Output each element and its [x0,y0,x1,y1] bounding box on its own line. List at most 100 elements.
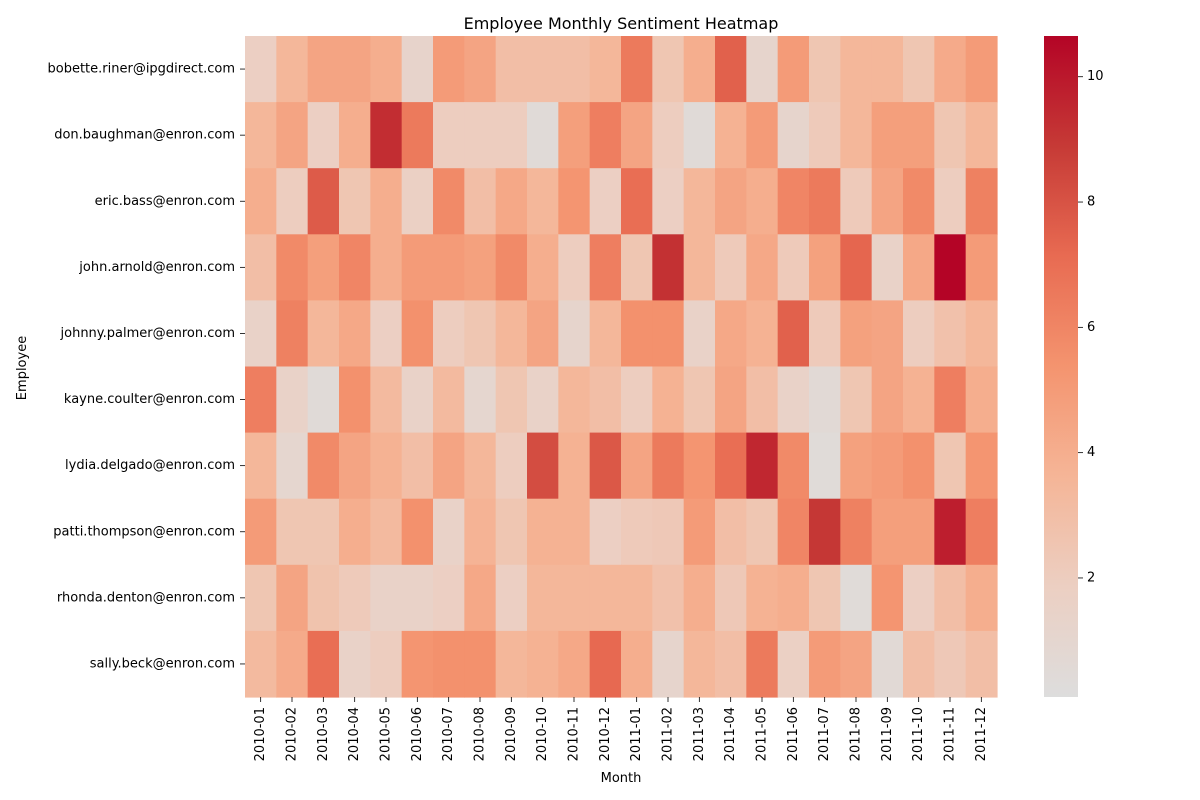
y-axis-label: Employee [15,336,30,400]
heatmap-cell [746,300,779,368]
y-tick-label: john.arnold@enron.com [78,260,235,275]
heatmap-cell [934,102,967,169]
heatmap-cell [433,168,465,235]
heatmap-cell [307,564,340,632]
heatmap-cell [495,630,528,698]
heatmap-cell [715,168,747,235]
y-tick-label: don.baughman@enron.com [54,128,235,143]
heatmap-cell [495,432,528,500]
colorbar-tick-label: 2 [1087,570,1095,585]
heatmap-cell [245,498,277,566]
heatmap-cell [527,432,559,500]
heatmap-cell [401,564,434,632]
heatmap-cell [809,102,841,169]
heatmap-cell [589,366,622,434]
x-tick-label: 2011-03 [692,707,707,761]
colorbar-tick-label: 4 [1087,445,1095,460]
heatmap-cell [589,102,622,169]
heatmap-cell [433,630,465,698]
heatmap-cell [746,234,779,301]
heatmap-cell [558,498,591,566]
heatmap-cell [777,168,810,235]
heatmap-cell [401,366,434,434]
heatmap-cell [245,564,277,632]
heatmap-cell [777,300,810,368]
heatmap-cell [245,168,277,235]
colorbar-tick-label: 8 [1087,195,1095,210]
heatmap-cell [715,432,747,500]
heatmap-cell [621,36,653,103]
heatmap-cell [840,168,873,235]
x-tick-label: 2011-12 [974,707,989,761]
heatmap-cell [276,630,309,698]
heatmap-cell [276,498,309,566]
heatmap-cell [558,36,591,103]
heatmap-cell [307,498,340,566]
heatmap-cell [495,366,528,434]
heatmap-cell [558,564,591,632]
heatmap-cell [871,168,904,235]
heatmap-cell [527,498,559,566]
heatmap-cell [339,630,371,698]
heatmap-cell [903,234,935,301]
y-tick-label: sally.beck@enron.com [90,656,235,671]
heatmap-cell [746,432,779,500]
heatmap-cell [934,168,967,235]
heatmap-cell [809,168,841,235]
heatmap-cell [965,168,998,235]
heatmap-cell [370,432,403,500]
heatmap-cell [715,564,747,632]
x-tick-label: 2010-11 [567,707,582,761]
heatmap-cell [464,36,497,103]
heatmap-cell [276,234,309,301]
y-tick-label: lydia.delgado@enron.com [65,458,235,473]
x-tick-label: 2011-10 [911,707,926,761]
heatmap-cell [495,234,528,301]
heatmap-cell [809,234,841,301]
heatmap-cell [871,630,904,698]
heatmap-cell [809,564,841,632]
heatmap-cell [401,102,434,169]
heatmap-cell [589,498,622,566]
heatmap-cell [276,36,309,103]
heatmap-cell [809,366,841,434]
x-tick-label: 2010-07 [441,707,456,761]
heatmap-cell [464,498,497,566]
x-tick-label: 2010-05 [379,707,394,761]
x-tick-label: 2011-11 [943,707,958,761]
heatmap-cell [934,498,967,566]
chart-title: Employee Monthly Sentiment Heatmap [464,14,779,33]
heatmap-cell [558,168,591,235]
heatmap-cell [464,366,497,434]
heatmap-cell [809,300,841,368]
heatmap-cell [464,630,497,698]
heatmap-cell [464,432,497,500]
heatmap-cell [589,564,622,632]
heatmap-cell [777,432,810,500]
heatmap-cell [683,36,716,103]
heatmap-cell [245,102,277,169]
heatmap-cell [433,234,465,301]
x-tick-label: 2010-06 [410,707,425,761]
heatmap-cell [683,234,716,301]
heatmap-cell [683,366,716,434]
heatmap-cell [652,300,685,368]
heatmap-cell [370,234,403,301]
x-tick-label: 2011-01 [629,707,644,761]
heatmap-cell [777,366,810,434]
heatmap-cell [527,36,559,103]
heatmap-cell [715,36,747,103]
heatmap-cell [652,630,685,698]
heatmap-cell [840,36,873,103]
heatmap-cell [840,630,873,698]
heatmap-cell [621,630,653,698]
heatmap-cell [746,102,779,169]
heatmap-cell [809,498,841,566]
x-tick-label: 2011-04 [723,707,738,761]
heatmap-cell [370,366,403,434]
heatmap-cell [339,168,371,235]
heatmap-cell [558,234,591,301]
y-tick-label: kayne.coulter@enron.com [64,392,235,407]
heatmap-cell [245,366,277,434]
